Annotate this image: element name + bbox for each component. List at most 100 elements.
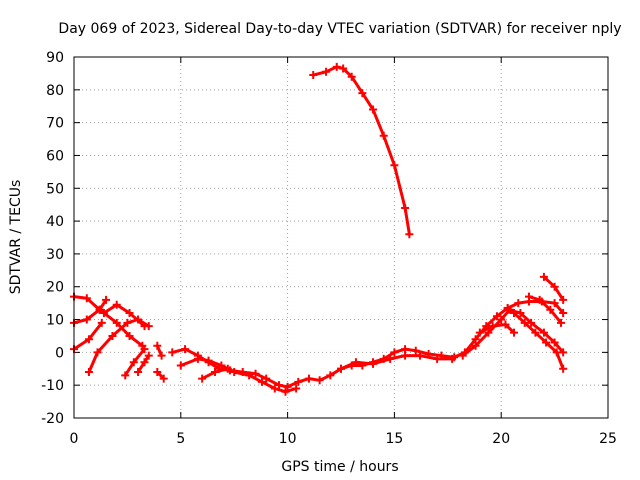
series-arc-g [134,351,153,377]
data-point [326,371,335,380]
data-point [168,348,177,357]
data-point [198,374,207,383]
data-point [112,318,121,327]
series-arc-e [99,300,149,331]
data-point [292,384,301,393]
y-tick-label: 0 [55,345,64,361]
data-point [369,359,378,368]
data-point [140,358,149,367]
y-axis-label: SDTVAR / TECUs [8,180,24,295]
data-point [416,351,425,360]
data-point [492,312,501,321]
x-tick-label: 0 [70,431,79,447]
data-point [524,292,533,301]
series-trace [102,303,146,328]
data-point [531,328,540,337]
series-arc-q [510,308,568,373]
data-point [458,351,467,360]
data-point [510,308,519,317]
y-tick-label: 40 [46,214,64,230]
data-point [405,230,414,239]
chart-title: Day 069 of 2023, Sidereal Day-to-day VTE… [58,21,621,37]
series-layer [70,62,568,396]
data-point [108,331,117,340]
data-point [401,351,410,360]
x-tick-label: 5 [176,431,185,447]
data-point [501,320,510,329]
data-point [270,384,279,393]
x-tick-label: 10 [279,431,297,447]
data-point [82,315,91,324]
data-point [140,345,149,354]
data-point [546,305,555,314]
series-trace [512,311,565,371]
data-point [112,300,121,309]
series-trace [155,370,166,381]
data-point [159,374,168,383]
data-point [475,328,484,337]
y-tick-label: -20 [41,411,64,427]
series-trace [527,295,563,325]
series-arc-i [153,368,168,383]
data-point [550,299,559,308]
data-point [304,374,313,383]
data-point [125,308,134,317]
data-point [204,356,213,365]
data-point [542,338,551,347]
x-tick-label: 20 [492,431,510,447]
data-point [488,322,497,331]
data-point [281,387,290,396]
data-point [347,72,356,81]
data-point [369,105,378,114]
data-point [351,358,360,367]
y-tick-label: 70 [46,116,64,132]
data-point [102,295,111,304]
x-tick-label: 25 [599,431,617,447]
data-point [358,89,367,98]
series-trace [72,298,108,325]
data-point [223,364,232,373]
data-point [539,272,548,281]
series-trace [478,323,516,335]
data-point [339,64,348,73]
y-tick-label: 10 [46,313,64,329]
y-tick-label: 30 [46,247,64,263]
data-point [535,295,544,304]
data-point [93,348,102,357]
data-point [520,318,529,327]
y-tick-label: 90 [46,50,64,66]
data-point [144,351,153,360]
data-point [390,161,399,170]
data-point [309,71,318,80]
y-tick-label: -10 [41,378,64,394]
series-trace [72,321,104,351]
data-point [294,377,303,386]
series-arc-r [524,292,566,327]
data-point [557,318,566,327]
data-point [379,131,388,140]
series-trace [311,65,411,236]
plot-frame [73,56,609,419]
data-point [539,328,548,337]
data-point [257,377,266,386]
data-point [95,305,104,314]
data-point [484,328,493,337]
series-arc-o [475,320,519,337]
grid-layer [74,57,608,418]
data-point [123,318,132,327]
data-point [129,358,138,367]
series-arc-s [539,272,568,304]
data-point [386,354,395,363]
data-point [552,348,561,357]
data-point [550,338,559,347]
data-point [514,299,523,308]
data-point [503,305,512,314]
data-point [433,354,442,363]
data-point [245,371,254,380]
data-point [550,282,559,291]
series-trace [136,354,151,374]
data-point [84,368,93,377]
y-tick-label: 60 [46,148,64,164]
data-point [193,354,202,363]
data-point [217,361,226,370]
